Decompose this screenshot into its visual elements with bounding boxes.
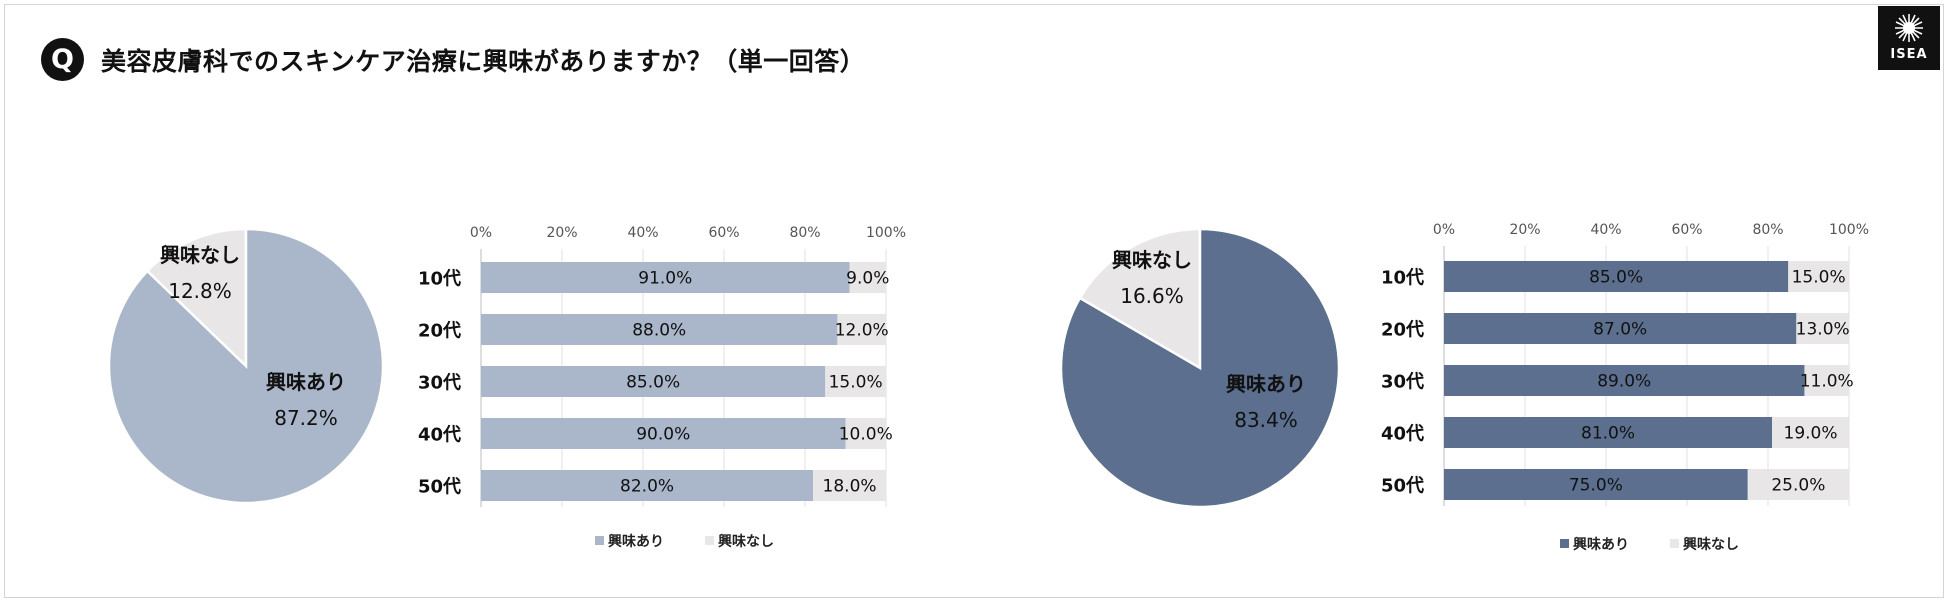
male-pie-slice-yes <box>1059 227 1341 509</box>
female-pie-slice-yes <box>107 227 385 505</box>
male-data-label-yes: 87.0% <box>1593 320 1647 340</box>
male-bar-chart: 0% 20% 40% 60% 80% 100% 10代 85.0% 15.0% 20代 87.0% 1… <box>1381 222 1869 553</box>
male-data-label-yes: 81.0% <box>1581 424 1635 444</box>
male-tick-label: 20% <box>1509 222 1540 238</box>
female-pie-slice-no <box>145 227 248 369</box>
male-legend-swatch <box>1560 539 1569 548</box>
female-data-label-no: 15.0% <box>829 373 883 393</box>
female-legend-swatch <box>595 536 604 545</box>
page-frame <box>4 4 1944 598</box>
female-legend-label: 興味あり <box>608 534 664 550</box>
male-bar-no <box>1788 261 1849 292</box>
male-data-label-yes: 75.0% <box>1569 476 1623 496</box>
male-category-label: 50代 <box>1381 476 1424 497</box>
female-category-label: 20代 <box>418 321 461 342</box>
male-pie-yes-label: 興味あり 83.4% <box>1226 366 1306 438</box>
male-data-label-yes: 89.0% <box>1597 372 1651 392</box>
female-data-label-yes: 88.0% <box>632 321 686 341</box>
male-category-label: 30代 <box>1381 372 1424 393</box>
female-pie-yes-label: 興味あり 87.2% <box>266 364 346 436</box>
male-data-label-no: 13.0% <box>1796 320 1850 340</box>
female-bar-no <box>813 470 886 501</box>
female-yes-value: 87.2% <box>274 406 338 430</box>
male-legend-label: 興味あり <box>1573 537 1629 553</box>
male-data-label-no: 15.0% <box>1792 268 1846 288</box>
female-bar-yes <box>481 470 814 501</box>
male-bar-yes <box>1444 313 1797 344</box>
female-data-label-no: 12.0% <box>835 321 889 341</box>
male-bar-no <box>1772 417 1849 448</box>
female-bar-no <box>825 366 886 397</box>
male-yes-label-text: 興味あり <box>1226 372 1306 396</box>
male-category-label: 40代 <box>1381 424 1424 445</box>
male-tick-label: 100% <box>1829 222 1869 238</box>
male-bar-yes <box>1444 365 1805 396</box>
male-tick-label: 60% <box>1671 222 1702 238</box>
male-no-label-text: 興味なし <box>1112 248 1192 272</box>
male-panel-title: 男 性 <box>1371 156 1428 178</box>
female-panel-title: 女 性 <box>450 155 508 177</box>
male-no-value: 16.6% <box>1120 284 1184 308</box>
male-bar-yes <box>1444 417 1773 448</box>
female-legend-swatch <box>705 536 714 545</box>
female-tick-label: 40% <box>627 225 658 241</box>
female-bar-chart: 0% 20% 40% 60% 80% 100% 10代 91.0% 9.0% 20代 88.0% 12… <box>418 225 906 550</box>
female-bar-yes <box>481 262 850 293</box>
question-title: 美容皮膚科でのスキンケア治療に興味がありますか？（単一回答） <box>101 47 866 76</box>
female-bar-no <box>837 314 886 345</box>
female-pie-chart <box>107 227 385 505</box>
female-bar-yes <box>481 418 846 449</box>
male-bar-yes <box>1444 261 1789 292</box>
female-data-label-yes: 90.0% <box>636 425 690 445</box>
female-data-label-yes: 82.0% <box>620 477 674 497</box>
male-category-label: 20代 <box>1381 320 1424 341</box>
female-data-label-yes: 85.0% <box>626 373 680 393</box>
female-data-label-no: 9.0% <box>846 269 889 289</box>
male-data-label-no: 25.0% <box>1771 476 1825 496</box>
female-tick-label: 20% <box>546 225 577 241</box>
female-tick-label: 0% <box>470 225 492 241</box>
female-category-label: 10代 <box>418 269 461 290</box>
male-tick-label: 40% <box>1590 222 1621 238</box>
male-bar-no <box>1796 313 1849 344</box>
female-no-value: 12.8% <box>168 279 232 303</box>
male-pie-slice-no <box>1078 227 1202 371</box>
male-legend-label: 興味なし <box>1683 537 1739 553</box>
female-tick-label: 100% <box>866 225 906 241</box>
female-bar-yes <box>481 314 838 345</box>
male-tick-label: 80% <box>1752 222 1783 238</box>
female-category-label: 50代 <box>418 477 461 498</box>
male-yes-value: 83.4% <box>1234 408 1298 432</box>
female-bar-no <box>845 418 886 449</box>
female-pie-no-label: 興味なし 12.8% <box>160 237 240 309</box>
female-legend-label: 興味なし <box>718 534 774 550</box>
male-tick-label: 0% <box>1433 222 1455 238</box>
male-pie-chart <box>1059 227 1341 509</box>
female-data-label-no: 10.0% <box>839 425 893 445</box>
male-legend-swatch <box>1670 539 1679 548</box>
isea-logo: ISEA <box>1878 6 1940 70</box>
male-bar-no <box>1747 469 1849 500</box>
female-category-label: 40代 <box>418 425 461 446</box>
male-data-label-no: 11.0% <box>1800 372 1854 392</box>
male-data-label-no: 19.0% <box>1784 424 1838 444</box>
female-tick-label: 60% <box>708 225 739 241</box>
female-data-label-yes: 91.0% <box>638 269 692 289</box>
male-bar-no <box>1804 365 1849 396</box>
question-badge: Q <box>41 38 84 81</box>
female-category-label: 30代 <box>418 373 461 394</box>
male-data-label-yes: 85.0% <box>1589 268 1643 288</box>
female-bar-yes <box>481 366 826 397</box>
male-category-label: 10代 <box>1381 268 1424 289</box>
female-tick-label: 80% <box>789 225 820 241</box>
female-bar-no <box>849 262 886 293</box>
female-data-label-no: 18.0% <box>823 477 877 497</box>
male-pie-no-label: 興味なし 16.6% <box>1112 242 1192 314</box>
male-bar-yes <box>1444 469 1748 500</box>
logo-text: ISEA <box>1890 47 1927 62</box>
female-yes-label-text: 興味あり <box>266 370 346 394</box>
female-no-label-text: 興味なし <box>160 243 240 267</box>
